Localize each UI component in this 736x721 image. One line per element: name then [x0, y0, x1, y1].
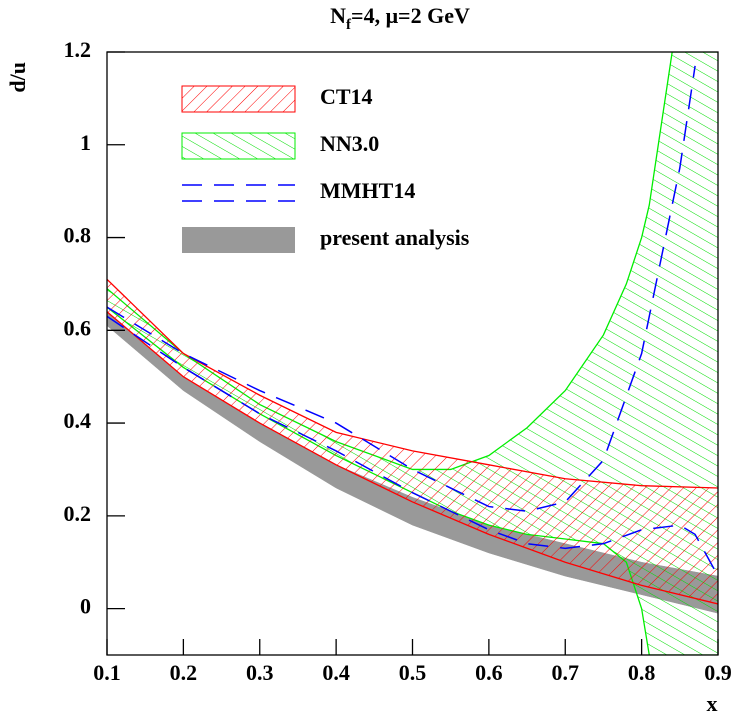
axes: 0.1 0.2 0.3 0.4 0.5 0.6 0.7 0.8 0.9 0 0.2 0.4 0.6 0.8…	[64, 37, 732, 685]
x-tick-label: 0.7	[552, 660, 580, 685]
x-tick-label: 0.3	[246, 660, 274, 685]
x-tick-label: 0.5	[399, 660, 427, 685]
x-tick-label: 0.8	[628, 660, 656, 685]
x-tick-label: 0.2	[170, 660, 198, 685]
band-edge	[107, 65, 696, 512]
band-edge	[107, 311, 718, 605]
x-axis-label: x	[707, 691, 718, 716]
band-edge	[107, 278, 718, 489]
y-tick-label: 1.2	[64, 37, 92, 62]
y-tick-label: 0.4	[64, 408, 92, 433]
legend-swatch	[181, 132, 296, 160]
chart-title: Nf=4, μ=2 GeV	[330, 3, 470, 33]
x-tick-label: 0.9	[704, 660, 732, 685]
band-fill	[107, 279, 718, 604]
legend-swatch	[182, 227, 295, 253]
y-tick-label: 0.6	[64, 315, 92, 340]
title-part: =4, μ=2 GeV	[351, 3, 470, 28]
title-sub: f	[346, 17, 352, 33]
y-axis-label: d/u	[5, 62, 30, 93]
y-tick-label: 0.2	[64, 501, 92, 526]
legend-swatch	[181, 85, 296, 113]
y-tick-label: 1	[80, 130, 91, 155]
x-tick-label: 0.6	[475, 660, 503, 685]
legend-label: present analysis	[320, 225, 470, 250]
legend-label: MMHT14	[320, 178, 415, 203]
x-tick-label: 0.1	[93, 660, 121, 685]
band-edge	[107, 325, 718, 614]
y-tick-label: 0.8	[64, 223, 92, 248]
title-part: N	[330, 3, 346, 28]
y-tick-label: 0	[80, 594, 91, 619]
plot-area	[107, 52, 718, 655]
legend-label: CT14	[320, 84, 373, 109]
legend-label: NN3.0	[320, 131, 379, 156]
x-tick-label: 0.4	[322, 660, 350, 685]
